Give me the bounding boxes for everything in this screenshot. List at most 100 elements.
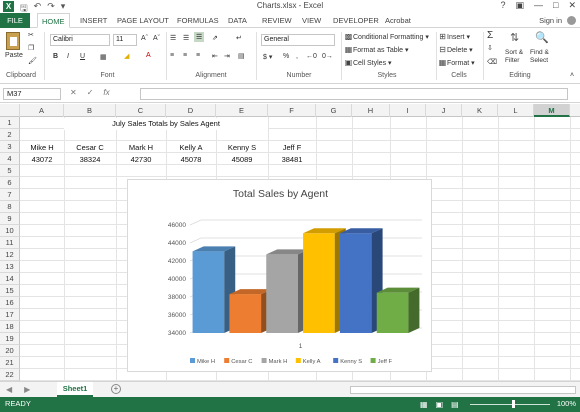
sales-total-cell[interactable]: 38324 <box>79 155 101 164</box>
row-header[interactable]: 17 <box>0 309 20 321</box>
next-sheet-icon[interactable]: ▶ <box>24 385 31 394</box>
percent-style-icon[interactable]: % <box>283 53 290 60</box>
fill-icon[interactable]: ⇩ <box>487 45 493 52</box>
row-header[interactable]: 12 <box>0 249 20 261</box>
find-select-button[interactable]: Find & Select <box>530 49 549 64</box>
comma-style-icon[interactable]: , <box>296 53 298 60</box>
page-layout-view-icon[interactable]: ▣ <box>435 400 444 409</box>
column-header[interactable]: A <box>20 104 64 117</box>
accounting-format-icon[interactable]: $ ▾ <box>263 54 273 61</box>
underline-icon[interactable]: U <box>80 53 86 60</box>
zoom-slider-handle[interactable] <box>512 400 515 408</box>
add-sheet-icon[interactable]: + <box>111 384 121 394</box>
customize-qat-icon[interactable]: ▾ <box>60 1 66 11</box>
tab-data[interactable]: DATA <box>228 16 247 25</box>
decrease-decimal-icon[interactable]: 0→ <box>322 53 333 60</box>
align-bottom-icon[interactable]: ☰ <box>194 32 205 42</box>
column-header[interactable]: I <box>390 104 426 117</box>
bold-icon[interactable]: B <box>53 53 59 60</box>
avatar[interactable] <box>567 16 576 25</box>
format-cells-button[interactable]: ▦Format ▾ <box>438 58 475 67</box>
help-icon[interactable]: ? <box>500 0 506 10</box>
sales-chart[interactable]: Total Sales by Agent 34000 36000 38000 40000… <box>127 179 432 372</box>
minimize-icon[interactable]: — <box>534 0 544 10</box>
align-left-icon[interactable]: ≡ <box>170 52 175 59</box>
row-header[interactable]: 15 <box>0 285 20 297</box>
column-header[interactable]: D <box>166 104 216 117</box>
column-header[interactable]: E <box>216 104 268 117</box>
row-header[interactable]: 5 <box>0 165 20 177</box>
format-painter-icon[interactable]: 🖌 <box>28 58 37 65</box>
column-header[interactable]: G <box>316 104 352 117</box>
tab-file[interactable]: FILE <box>0 13 30 28</box>
row-header[interactable]: 11 <box>0 237 20 249</box>
tab-home[interactable]: HOME <box>37 13 70 28</box>
sales-total-cell[interactable]: 43072 <box>31 155 53 164</box>
find-select-icon[interactable]: 🔍 <box>535 32 549 44</box>
sales-total-cell[interactable]: 38481 <box>281 155 303 164</box>
autosum-icon[interactable]: Σ <box>487 30 494 41</box>
font-name-select[interactable]: Calibri <box>50 34 110 46</box>
align-center-icon[interactable]: ≡ <box>183 52 188 59</box>
row-header[interactable]: 10 <box>0 225 20 237</box>
format-as-table-button[interactable]: ▦Format as Table ▾ <box>344 45 409 54</box>
column-header-selected[interactable]: M <box>534 104 570 117</box>
decrease-font-icon[interactable]: Aˇ <box>153 35 160 42</box>
increase-indent-icon[interactable]: ⇥ <box>224 53 230 60</box>
sort-filter-button[interactable]: Sort & Filter <box>505 49 524 64</box>
font-color-icon[interactable]: A <box>146 52 151 59</box>
column-header[interactable]: H <box>352 104 390 117</box>
increase-decimal-icon[interactable]: ←0 <box>306 53 317 60</box>
row-header[interactable]: 19 <box>0 333 20 345</box>
agent-name-cell[interactable]: Mark H <box>128 143 154 152</box>
select-all-corner[interactable] <box>0 104 20 117</box>
decrease-indent-icon[interactable]: ⇤ <box>212 53 218 60</box>
delete-cells-button[interactable]: ⊟Delete ▾ <box>439 45 473 54</box>
merge-center-icon[interactable]: ▤ <box>238 53 245 60</box>
sort-filter-icon[interactable]: ⇅ <box>510 32 520 44</box>
sheet-title-cell[interactable]: July Sales Totals by Sales Agent <box>64 118 268 130</box>
tab-formulas[interactable]: FORMULAS <box>177 16 219 25</box>
formula-input[interactable] <box>140 88 568 100</box>
row-header[interactable]: 16 <box>0 297 20 309</box>
clear-icon[interactable]: ⌫ <box>487 59 497 66</box>
row-header[interactable]: 7 <box>0 189 20 201</box>
italic-icon[interactable]: I <box>67 53 69 60</box>
row-header[interactable]: 8 <box>0 201 20 213</box>
save-icon[interactable]: 🖫 <box>20 3 28 13</box>
horizontal-scrollbar[interactable] <box>350 386 576 394</box>
number-format-select[interactable]: General <box>261 34 335 46</box>
column-header[interactable]: C <box>116 104 166 117</box>
paste-icon[interactable] <box>6 32 20 50</box>
sales-total-cell[interactable]: 45089 <box>231 155 253 164</box>
row-header[interactable]: 13 <box>0 261 20 273</box>
column-header[interactable]: L <box>498 104 534 117</box>
tab-view[interactable]: VIEW <box>302 16 322 25</box>
row-header[interactable]: 18 <box>0 321 20 333</box>
wrap-text-icon[interactable]: ↵ <box>236 35 242 42</box>
align-right-icon[interactable]: ≡ <box>196 52 201 59</box>
copy-icon[interactable]: ❐ <box>28 45 35 52</box>
agent-name-cell[interactable]: Mike H <box>30 143 54 152</box>
font-size-select[interactable]: 11 <box>113 34 137 46</box>
row-header[interactable]: 3 <box>0 141 20 153</box>
cancel-icon[interactable]: ✕ <box>70 88 77 97</box>
column-header[interactable]: B <box>64 104 116 117</box>
row-header[interactable]: 1 <box>0 117 20 129</box>
column-header[interactable]: J <box>426 104 462 117</box>
collapse-ribbon-icon[interactable]: ˄ <box>570 72 575 79</box>
row-header[interactable]: 22 <box>0 369 20 381</box>
close-icon[interactable]: ✕ <box>568 0 576 10</box>
prev-sheet-icon[interactable]: ◀ <box>6 385 13 394</box>
row-header[interactable]: 9 <box>0 213 20 225</box>
agent-name-cell[interactable]: Cesar C <box>76 143 104 152</box>
sign-in-link[interactable]: Sign in <box>539 16 562 25</box>
insert-function-icon[interactable]: fx <box>103 88 110 97</box>
agent-name-cell[interactable]: Jeff F <box>282 143 302 152</box>
undo-icon[interactable]: ↶ <box>33 1 42 11</box>
agent-name-cell[interactable]: Kenny S <box>227 143 257 152</box>
redo-icon[interactable]: ↷ <box>47 1 55 11</box>
zoom-slider[interactable] <box>470 404 550 405</box>
row-header[interactable]: 14 <box>0 273 20 285</box>
tab-acrobat[interactable]: Acrobat <box>385 16 411 25</box>
